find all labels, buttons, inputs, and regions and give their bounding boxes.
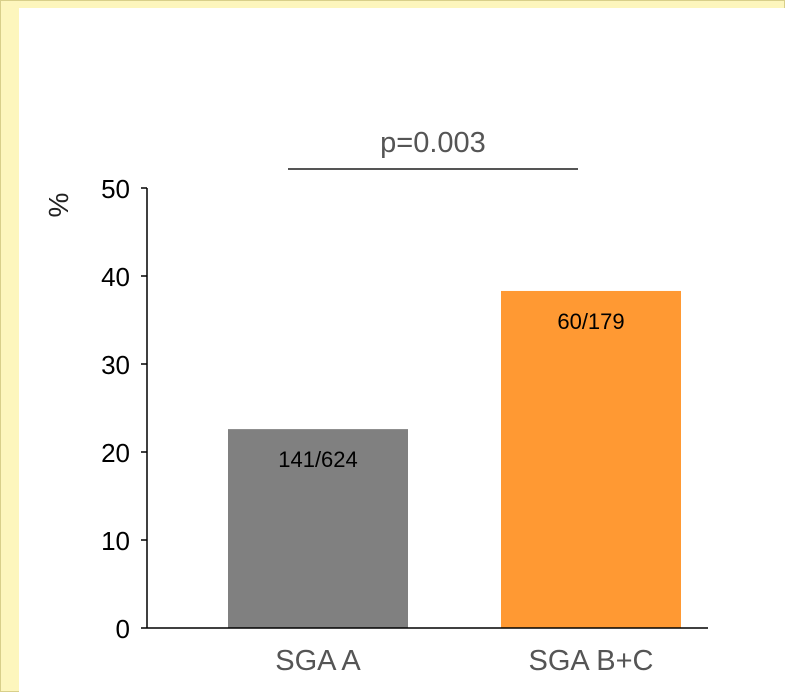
y-tick-label: 30 xyxy=(101,350,130,380)
y-tick-label: 40 xyxy=(101,262,130,292)
data-label: 141/624 xyxy=(278,447,358,472)
bar-sga-b-c xyxy=(501,290,681,628)
y-tick-label: 0 xyxy=(116,614,130,644)
data-label: 60/179 xyxy=(557,309,624,334)
y-axis-label: % xyxy=(43,193,74,218)
y-tick-label: 50 xyxy=(101,174,130,204)
category-label: SGA A xyxy=(275,645,361,677)
significance-label: p=0.003 xyxy=(380,127,486,159)
y-tick-label: 10 xyxy=(101,526,130,556)
bar-sga-a xyxy=(228,429,408,628)
y-tick-label: 20 xyxy=(101,438,130,468)
category-label: SGA B+C xyxy=(529,645,654,677)
